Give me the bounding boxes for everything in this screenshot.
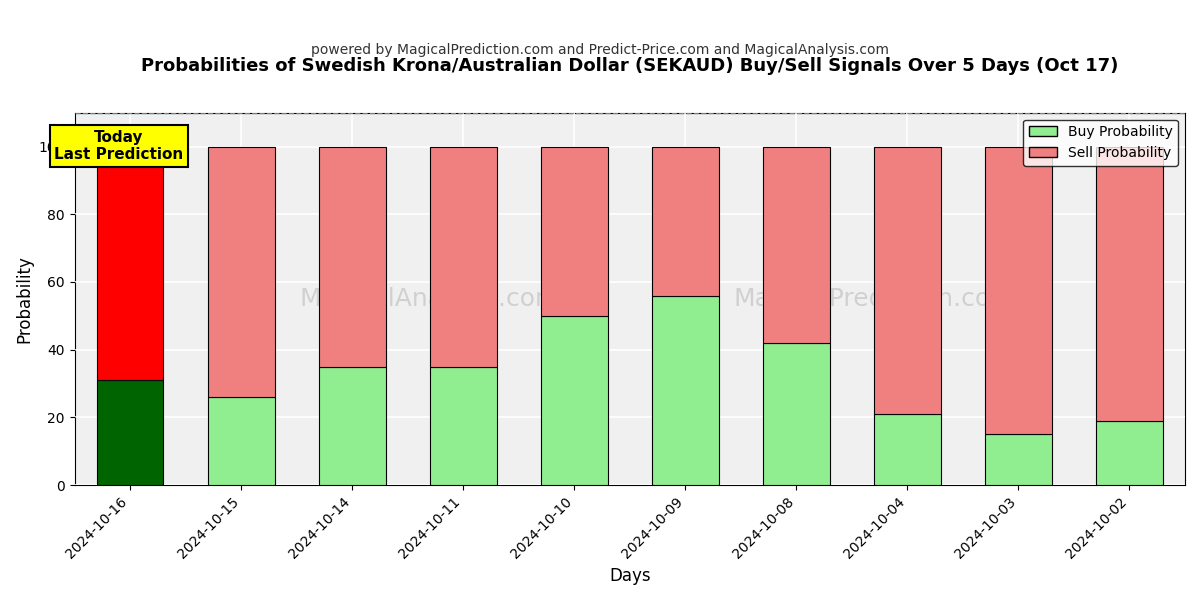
Bar: [541, 146, 607, 316]
Text: MagicalPrediction.com: MagicalPrediction.com: [733, 287, 1015, 311]
Bar: [763, 146, 829, 343]
Bar: [97, 146, 163, 380]
Bar: [652, 146, 719, 296]
Bar: [874, 146, 941, 414]
Bar: [319, 146, 385, 367]
Bar: [430, 367, 497, 485]
Legend: Buy Probability, Sell Probability: Buy Probability, Sell Probability: [1024, 119, 1178, 166]
Bar: [652, 296, 719, 485]
Text: Today
Last Prediction: Today Last Prediction: [54, 130, 184, 162]
X-axis label: Days: Days: [610, 567, 650, 585]
Bar: [763, 343, 829, 485]
Bar: [874, 414, 941, 485]
Text: powered by MagicalPrediction.com and Predict-Price.com and MagicalAnalysis.com: powered by MagicalPrediction.com and Pre…: [311, 43, 889, 57]
Bar: [208, 397, 275, 485]
Bar: [97, 380, 163, 485]
Text: MagicalAnalysis.com: MagicalAnalysis.com: [300, 287, 560, 311]
Title: Probabilities of Swedish Krona/Australian Dollar (SEKAUD) Buy/Sell Signals Over : Probabilities of Swedish Krona/Australia…: [142, 57, 1118, 75]
Bar: [1096, 421, 1163, 485]
Bar: [208, 146, 275, 397]
Bar: [319, 367, 385, 485]
Bar: [985, 146, 1051, 434]
Bar: [541, 316, 607, 485]
Bar: [1096, 146, 1163, 421]
Y-axis label: Probability: Probability: [16, 255, 34, 343]
Bar: [430, 146, 497, 367]
Bar: [985, 434, 1051, 485]
